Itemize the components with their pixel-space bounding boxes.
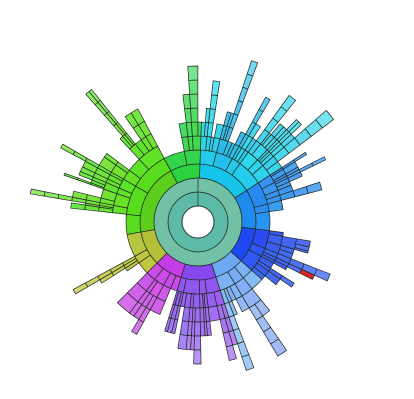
sunburst-segment [182, 93, 191, 110]
sunburst-segment [180, 263, 217, 281]
sunburst-segment [237, 341, 250, 358]
sunburst-segment [237, 86, 249, 103]
sunburst-segment [43, 191, 60, 199]
sunburst-segment [193, 349, 202, 365]
sunburst-segment [198, 279, 207, 295]
sunburst-segment [181, 306, 191, 322]
sunburst-rings [30, 60, 334, 371]
sunburst-segment [194, 321, 201, 337]
sunburst-segment [189, 93, 199, 109]
sunburst-segment [292, 186, 309, 198]
sunburst-segment [246, 60, 259, 77]
sunburst-segment [293, 151, 308, 163]
sunburst-segment [209, 94, 218, 110]
sunburst-segment [305, 181, 323, 194]
sunburst-segment [30, 188, 46, 197]
sunburst-segment [211, 80, 221, 96]
sunburst-segment [315, 110, 334, 129]
sunburst-segment [190, 107, 199, 123]
sunburst-segment [130, 108, 145, 126]
sunburst-segment [194, 307, 201, 323]
center-hole [181, 205, 215, 239]
sunburst-segment [60, 143, 76, 155]
sunburst-segment [126, 231, 148, 257]
sunburst-segment [208, 108, 216, 124]
sunburst-segment [88, 89, 101, 103]
sunburst-segment [255, 211, 271, 232]
sunburst-segment [280, 95, 296, 112]
sunburst-segment [63, 172, 79, 181]
sunburst-segment [199, 321, 206, 337]
sunburst-segment [299, 268, 315, 280]
sunburst-segment [279, 275, 295, 288]
sunburst-segment [164, 317, 172, 333]
sunburst-segment [85, 275, 101, 288]
sunburst-segment [104, 153, 119, 166]
sunburst-segment [179, 320, 190, 336]
sunburst-segment [177, 334, 188, 350]
sunburst-segment [251, 109, 264, 125]
sunburst-segment [57, 194, 73, 202]
sunburst-segment [70, 202, 86, 211]
sunburst-segment [233, 100, 244, 116]
sunburst-segment [206, 122, 214, 138]
sunburst-segment [258, 96, 271, 113]
sunburst-segment [270, 338, 287, 357]
sunburst-segment [72, 150, 88, 162]
sunburst-segment [72, 190, 88, 201]
sunburst-segment [199, 307, 205, 323]
sunburst-segment [193, 335, 202, 351]
sunburst-segment [125, 213, 142, 235]
sunburst-segment [117, 292, 139, 314]
sunburst-segment [188, 79, 199, 95]
sunburst-segment [298, 162, 314, 173]
sunburst-segment [131, 319, 144, 335]
sunburst-segment [241, 354, 255, 371]
sunburst-segment [225, 344, 237, 361]
sunburst-segment [311, 156, 326, 167]
sunburst-segment [314, 268, 331, 282]
sunburst-segment [183, 149, 201, 166]
sunburst-segment [187, 65, 199, 81]
sunburst-segment [242, 73, 254, 90]
sunburst-segment [191, 121, 199, 137]
sunburst-segment [72, 282, 88, 295]
sunburst-segment [192, 135, 202, 151]
